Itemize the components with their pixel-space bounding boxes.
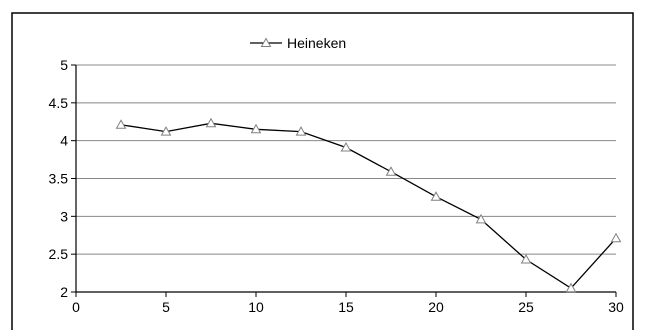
data-point-marker [295, 126, 307, 136]
y-tick-label: 4 [60, 133, 68, 149]
x-tick-label: 15 [338, 299, 354, 315]
y-tick-label: 3.5 [49, 171, 69, 187]
gridlines [76, 64, 616, 255]
data-point-marker [430, 191, 442, 201]
x-tick-label: 20 [428, 299, 444, 315]
y-tick-label: 5 [60, 57, 68, 73]
x-tick-label: 5 [162, 299, 170, 315]
legend-label: Heineken [287, 35, 346, 51]
data-point-marker [610, 232, 622, 243]
x-tick-label: 25 [518, 299, 534, 315]
series-group [115, 117, 622, 293]
x-tick-label: 10 [248, 299, 264, 315]
data-point-marker [385, 166, 397, 176]
legend-triangle-marker [260, 37, 272, 47]
data-point-marker [565, 282, 577, 293]
data-point-marker [475, 213, 487, 224]
y-tick-label: 2.5 [49, 246, 69, 262]
data-point-marker [340, 141, 352, 152]
x-tick-label: 0 [72, 299, 80, 315]
y-tick-label: 3 [60, 208, 68, 224]
data-point-marker [520, 253, 532, 264]
data-point-marker [160, 126, 172, 136]
x-tick-label: 30 [608, 299, 624, 315]
axes: 5 4.5 4 3.5 3 2.5 20 5 10 15 20 25 30 [49, 57, 624, 315]
data-point-marker [115, 119, 127, 129]
y-tick-label: 4.5 [49, 95, 69, 111]
series-line [120, 122, 617, 290]
data-point-marker [250, 123, 262, 134]
chart-frame [11, 12, 634, 330]
legend: Heineken [250, 35, 346, 51]
y-tick-label: 2 [60, 284, 68, 300]
data-point-marker [205, 117, 217, 128]
